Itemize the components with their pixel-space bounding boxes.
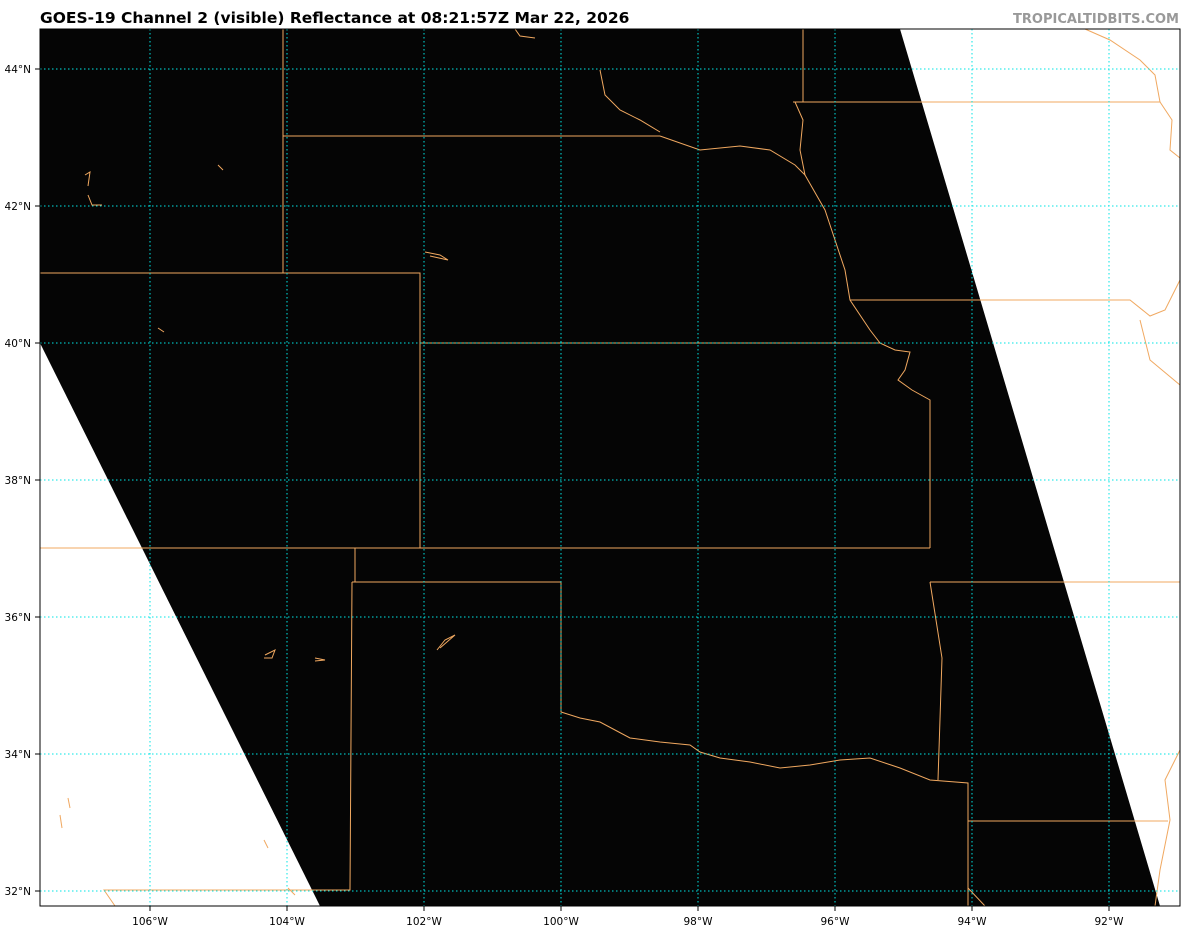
state-borders [40,28,1181,907]
lat-label: 44°N [5,64,31,76]
lon-label: 96°W [821,916,851,928]
satellite-swath [40,29,1160,906]
lon-label: 100°W [543,916,579,928]
map-frame [39,28,1181,907]
lon-label: 92°W [1095,916,1125,928]
lat-label: 32°N [5,886,31,898]
lat-ticks: 44°N 42°N 40°N 38°N 36°N 34°N 32°N [5,64,31,898]
lon-label: 104°W [269,916,305,928]
lat-label: 40°N [5,338,31,350]
lat-label: 42°N [5,201,31,213]
lon-ticks: 106°W 104°W 102°W 100°W 98°W 96°W 94°W 9… [132,916,1124,928]
lon-label: 98°W [684,916,714,928]
lat-label: 38°N [5,475,31,487]
lon-label: 102°W [406,916,442,928]
brand-watermark: TROPICALTIDBITS.COM [1013,12,1179,27]
lon-label: 94°W [958,916,988,928]
lon-label: 106°W [132,916,168,928]
lat-label: 34°N [5,749,31,761]
map-title: GOES-19 Channel 2 (visible) Reflectance … [40,9,630,27]
lat-label: 36°N [5,612,31,624]
